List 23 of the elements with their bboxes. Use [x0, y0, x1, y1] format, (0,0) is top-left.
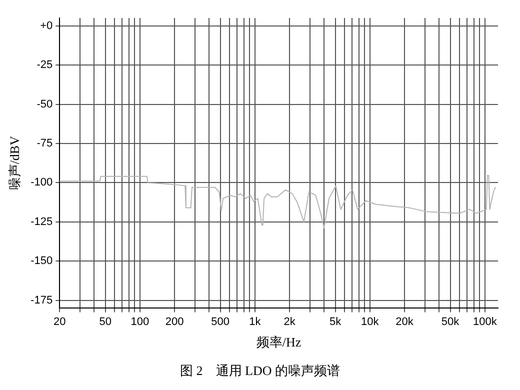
x-tick-label: 20: [53, 316, 66, 328]
caption: 图 2 通用 LDO 的噪声频谱: [179, 362, 341, 380]
x-tick-label: 10k: [361, 316, 380, 328]
x-tick-label: 100k: [472, 316, 498, 328]
y-axis-title: 噪声/dBV: [7, 135, 22, 190]
x-tick-label: 2k: [284, 316, 296, 328]
x-tick-label: 500: [211, 316, 230, 328]
y-tick-label: -175: [30, 294, 53, 306]
y-tick-label: -25: [36, 59, 53, 72]
x-tick-label: 50k: [441, 316, 460, 328]
y-tick-label: -100: [30, 176, 53, 189]
x-tick-label: 1k: [249, 316, 262, 328]
x-tick-label: 5k: [330, 316, 342, 328]
x-tick-label: 20k: [396, 316, 414, 328]
y-tick-label: -50: [36, 98, 53, 110]
x-axis-title: 频率/Hz: [256, 334, 302, 350]
y-tick-label: +0: [40, 20, 53, 32]
x-tick-label: 100: [130, 316, 150, 328]
y-tick-label: -75: [36, 138, 53, 150]
x-tick-label: 200: [165, 316, 184, 328]
y-tick-label: -125: [30, 216, 53, 228]
y-tick-label: -150: [30, 255, 53, 268]
x-tick-label: 50: [99, 316, 112, 328]
